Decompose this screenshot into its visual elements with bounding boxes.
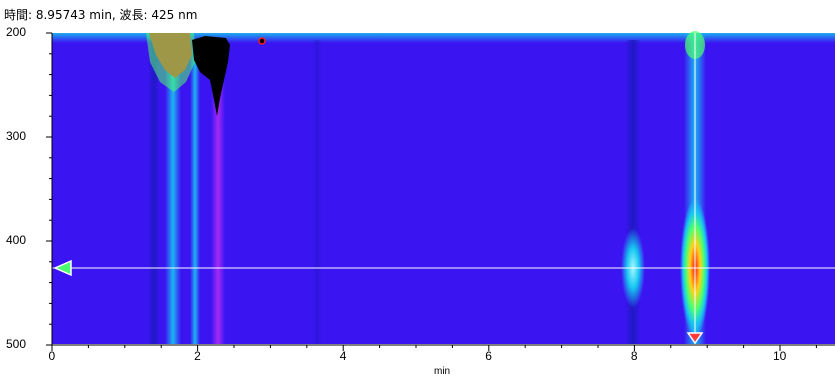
x-tick-label: 8 xyxy=(630,349,638,363)
saturated-black-region xyxy=(192,36,230,116)
y-tick-label: 400 xyxy=(6,233,27,247)
streak-1.6 xyxy=(148,40,160,344)
axis-ticks xyxy=(46,32,817,351)
x-tick-label: 6 xyxy=(485,349,492,363)
streak-2.0 xyxy=(190,40,200,344)
y-tick-label: 200 xyxy=(6,25,27,39)
small-dot xyxy=(258,37,266,45)
y-tick-label: 500 xyxy=(6,337,27,351)
x-tick-label: 0 xyxy=(48,349,56,363)
saturated-glow xyxy=(146,33,196,92)
x-axis-unit: min xyxy=(434,366,451,377)
cursor-readout: 時間: 8.95743 min, 波長: 425 nm xyxy=(4,8,198,22)
wavelength-marker-icon[interactable] xyxy=(53,259,72,277)
y-tick-label: 300 xyxy=(6,129,27,143)
time-marker-icon[interactable] xyxy=(686,332,704,345)
top-band xyxy=(52,33,835,43)
x-tick-label: 4 xyxy=(339,349,347,363)
x-tick-label: 2 xyxy=(194,349,201,363)
streak-3.7 xyxy=(312,40,322,344)
x-tick-label: 10 xyxy=(773,349,787,363)
